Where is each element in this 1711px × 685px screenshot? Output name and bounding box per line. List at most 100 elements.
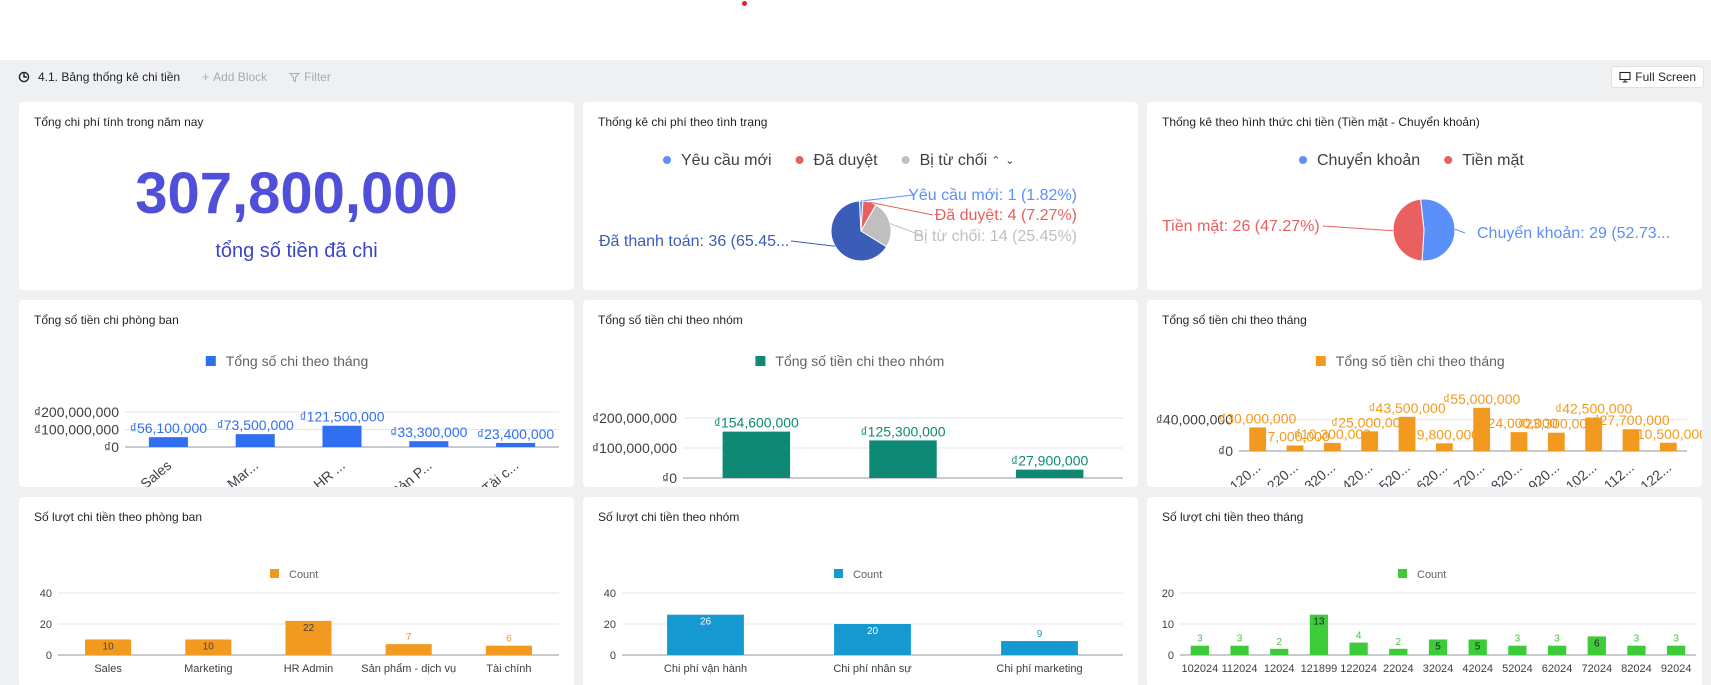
legend-item[interactable]: Count — [289, 569, 318, 581]
bar[interactable] — [1190, 645, 1209, 655]
bar[interactable] — [1323, 442, 1341, 451]
bar[interactable] — [235, 434, 275, 447]
pie-slice[interactable] — [1420, 198, 1456, 262]
legend-item[interactable]: Đã duyệt — [814, 152, 879, 169]
bar[interactable] — [1398, 416, 1416, 451]
x-tick-label: Sales — [137, 457, 174, 487]
card-method-chart[interactable]: Thống kê theo hình thức chi tiền (Tiền m… — [1147, 102, 1702, 290]
bar[interactable] — [722, 431, 791, 478]
y-tick-label: ₫100,000,000 — [592, 440, 677, 456]
bar[interactable] — [1667, 645, 1686, 655]
bar[interactable] — [1230, 645, 1249, 655]
legend-swatch — [1315, 356, 1326, 366]
bar[interactable] — [1428, 639, 1448, 656]
y-tick-label: 10 — [1162, 619, 1174, 631]
bar-value-label: ₫9,800,000 — [1410, 426, 1480, 442]
x-tick-label: Chi phí vận hành — [664, 663, 747, 675]
legend-item[interactable]: Yêu cầu mới — [681, 152, 772, 169]
card-title: Tổng số tiền chi theo nhóm — [598, 313, 743, 327]
pie-slice[interactable] — [830, 200, 888, 262]
add-block-button[interactable]: + Add Block — [202, 70, 267, 84]
x-tick-label: 920... — [1525, 459, 1562, 487]
legend-swatch — [755, 356, 766, 366]
bar[interactable] — [385, 644, 432, 655]
dashboard-title[interactable]: 4.1. Bảng thống kê chi tiền — [18, 70, 180, 84]
bar[interactable] — [1361, 431, 1379, 451]
bar[interactable] — [148, 437, 188, 447]
bar[interactable] — [667, 614, 744, 655]
bar[interactable] — [1249, 427, 1267, 451]
bar[interactable] — [1435, 443, 1453, 451]
legend-item[interactable]: Tiền mặt — [1462, 152, 1524, 169]
bar[interactable] — [1473, 407, 1491, 451]
bar[interactable] — [322, 425, 362, 447]
bar[interactable] — [834, 624, 911, 655]
bar[interactable] — [185, 639, 232, 656]
bar[interactable] — [1389, 648, 1408, 655]
bar-value-label: 3 — [1197, 634, 1203, 645]
legend-item[interactable]: Tổng số tiền chi theo nhóm — [775, 353, 944, 369]
bar[interactable] — [1286, 445, 1304, 452]
bar[interactable] — [1270, 648, 1289, 655]
full-screen-button[interactable]: Full Screen — [1611, 66, 1704, 88]
bar[interactable] — [285, 620, 332, 655]
y-tick-label: ₫40,000,000 — [1156, 411, 1233, 427]
bar-value-label: ₫125,300,000 — [860, 423, 945, 439]
bar[interactable] — [869, 440, 937, 478]
bar[interactable] — [1547, 645, 1567, 655]
bar[interactable] — [1015, 469, 1084, 478]
pie-slice[interactable] — [860, 204, 892, 248]
card-dept-amount[interactable]: Tổng số tiền chi phòng ban Tổng số chi t… — [19, 300, 574, 487]
card-month-amount[interactable]: Tổng số tiền chi theo tháng Tổng số tiền… — [1147, 300, 1702, 487]
bar[interactable] — [1627, 645, 1646, 655]
bar[interactable] — [1001, 641, 1078, 655]
bar[interactable] — [1547, 432, 1565, 451]
bar[interactable] — [1510, 432, 1528, 451]
legend-item[interactable]: Chuyển khoản — [1317, 151, 1420, 169]
card-group-count[interactable]: Số lượt chi tiền theo nhóm Count 0 20 40 26 C… — [583, 497, 1138, 685]
bar[interactable] — [1508, 645, 1527, 655]
legend-item[interactable]: Count — [853, 569, 882, 581]
bar[interactable] — [1622, 429, 1640, 451]
dashboard-icon — [18, 71, 30, 83]
card-status-chart[interactable]: Thống kê chi phí theo tình trạng Yêu cầu… — [583, 102, 1138, 290]
filter-button[interactable]: Filter — [289, 70, 331, 84]
legend-swatch — [205, 356, 216, 366]
legend-item[interactable]: Bị từ chối — [920, 152, 988, 169]
bar[interactable] — [409, 441, 449, 447]
bar[interactable] — [496, 442, 536, 447]
legend-item[interactable]: Count — [1417, 569, 1446, 581]
pie-slice-label: Bị từ chối: 14 (25.45%) — [913, 228, 1077, 245]
card-month-count[interactable]: Số lượt chi tiền theo tháng Count 0 10 20 3 1… — [1147, 497, 1702, 685]
card-dept-count[interactable]: Số lượt chi tiền theo phòng ban Count 0 20… — [19, 497, 574, 685]
pie-slice-label: Chuyển khoản: 29 (52.73... — [1477, 224, 1670, 242]
y-tick-label: ₫200,000,000 — [592, 410, 677, 426]
x-tick-label: 42024 — [1462, 663, 1493, 675]
x-tick-label: 320... — [1301, 459, 1338, 487]
legend-swatch — [834, 569, 843, 578]
bar-value-label: 10 — [203, 642, 215, 653]
x-tick-label: Chi phí marketing — [995, 485, 1105, 487]
bar[interactable] — [1659, 442, 1677, 451]
bar-value-label: 5 — [1475, 642, 1481, 653]
x-tick-label: 220... — [1264, 459, 1301, 487]
card-total-expense[interactable]: Tổng chi phí tính trong năm nay 307,800,… — [19, 102, 574, 290]
legend-prev-icon[interactable]: ⌃ — [991, 155, 1000, 167]
bar[interactable] — [1587, 636, 1606, 655]
legend-item[interactable]: Tổng số chi theo tháng — [226, 353, 368, 369]
bar[interactable] — [1468, 639, 1487, 656]
bar[interactable] — [485, 645, 532, 655]
filter-icon — [289, 72, 301, 82]
bar[interactable] — [85, 639, 132, 656]
legend-item[interactable]: Tổng số tiền chi theo tháng — [1336, 353, 1505, 369]
bar-value-label: 9 — [1037, 629, 1043, 640]
card-group-amount[interactable]: Tổng số tiền chi theo nhóm Tổng số tiền … — [583, 300, 1138, 487]
pie-label-line — [889, 223, 924, 237]
x-tick-label: Sales — [94, 663, 122, 675]
legend-next-icon[interactable]: ⌄ — [1005, 155, 1014, 167]
pie-slice[interactable] — [1392, 198, 1425, 262]
legend-dot — [1299, 156, 1307, 164]
bar[interactable] — [1309, 614, 1329, 655]
bar[interactable] — [1349, 642, 1368, 655]
bar[interactable] — [1585, 417, 1603, 451]
